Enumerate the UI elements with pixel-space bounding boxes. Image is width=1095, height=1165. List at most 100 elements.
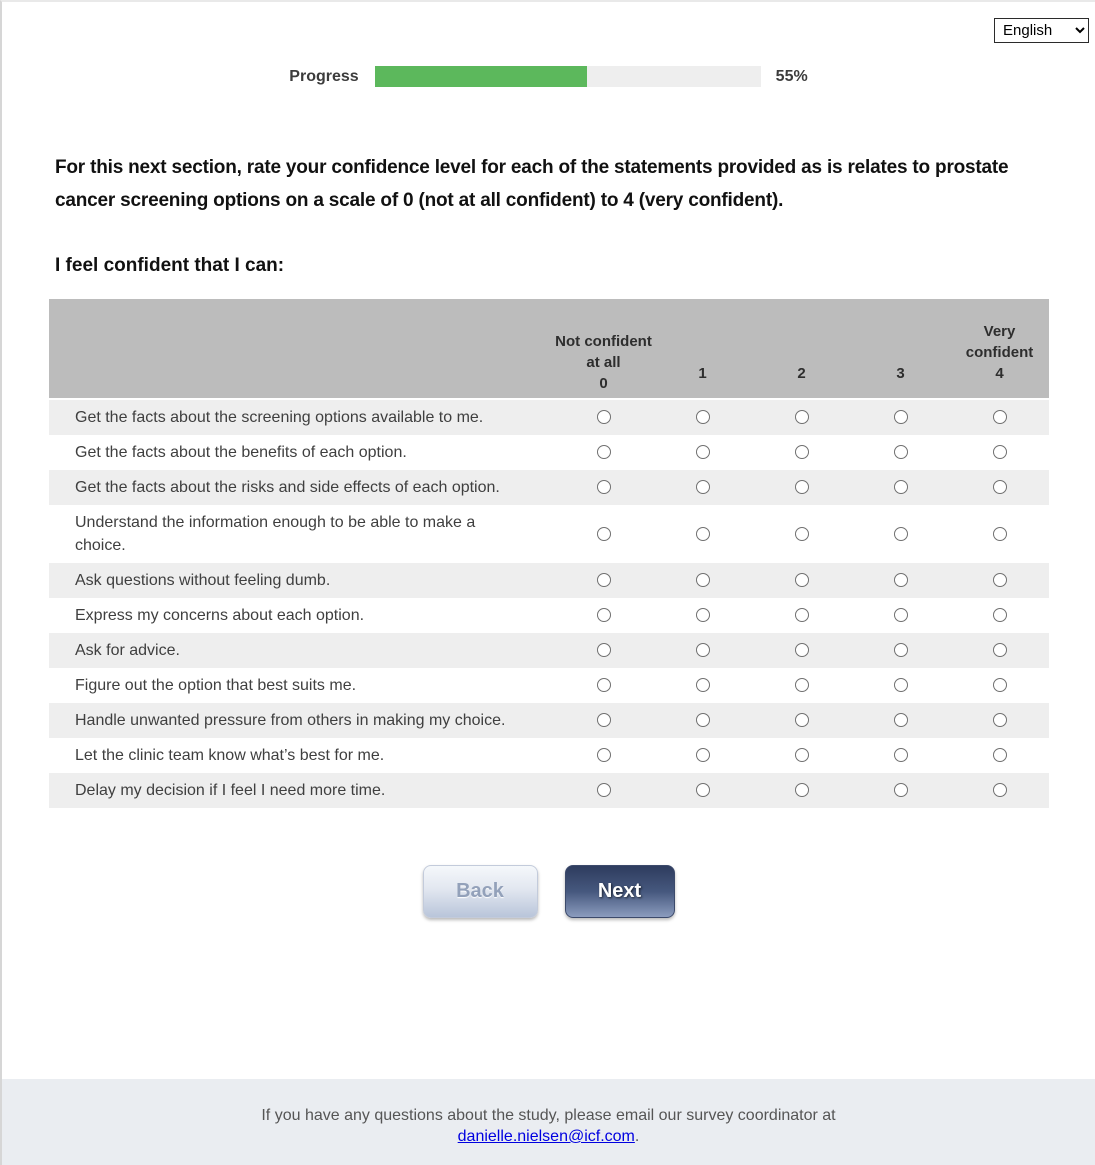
footer: If you have any questions about the stud…: [2, 1079, 1095, 1165]
language-select[interactable]: English: [994, 18, 1089, 43]
option-cell: [950, 563, 1049, 598]
radio-option-4[interactable]: [992, 678, 1007, 693]
coordinator-email-link[interactable]: danielle.nielsen@icf.com: [457, 1128, 635, 1145]
matrix-column-header: Very confident 4: [950, 299, 1049, 400]
statement-row: Figure out the option that best suits me…: [49, 668, 1049, 703]
radio-option-4[interactable]: [992, 410, 1007, 425]
radio-option-3[interactable]: [893, 573, 908, 588]
radio-option-1[interactable]: [695, 480, 710, 495]
radio-option-1[interactable]: [695, 445, 710, 460]
option-cell: [554, 633, 653, 668]
radio-option-4[interactable]: [992, 783, 1007, 798]
radio-option-0[interactable]: [596, 608, 611, 623]
option-cell: [752, 563, 851, 598]
option-cell: [752, 738, 851, 773]
radio-option-0[interactable]: [596, 480, 611, 495]
statement-label: Let the clinic team know what’s best for…: [49, 738, 554, 773]
option-cell: [851, 738, 950, 773]
radio-option-3[interactable]: [893, 445, 908, 460]
radio-option-4[interactable]: [992, 608, 1007, 623]
radio-option-2[interactable]: [794, 748, 809, 763]
radio-option-2[interactable]: [794, 573, 809, 588]
radio-option-3[interactable]: [893, 643, 908, 658]
radio-option-2[interactable]: [794, 480, 809, 495]
radio-option-1[interactable]: [695, 748, 710, 763]
column-header-value: 0: [599, 375, 608, 392]
option-cell: [653, 773, 752, 808]
column-header-value: 3: [896, 365, 905, 382]
radio-option-3[interactable]: [893, 608, 908, 623]
option-cell: [653, 598, 752, 633]
matrix-column-header: 1: [653, 299, 752, 400]
radio-option-1[interactable]: [695, 526, 710, 541]
footer-period: .: [634, 1128, 640, 1145]
radio-option-4[interactable]: [992, 573, 1007, 588]
radio-option-1[interactable]: [695, 608, 710, 623]
radio-option-0[interactable]: [596, 410, 611, 425]
radio-option-4[interactable]: [992, 748, 1007, 763]
radio-option-4[interactable]: [992, 445, 1007, 460]
option-cell: [851, 703, 950, 738]
radio-option-0[interactable]: [596, 713, 611, 728]
radio-option-0[interactable]: [596, 643, 611, 658]
option-cell: [950, 633, 1049, 668]
radio-option-0[interactable]: [596, 573, 611, 588]
back-button[interactable]: Back: [422, 865, 538, 918]
radio-option-4[interactable]: [992, 480, 1007, 495]
radio-option-3[interactable]: [893, 748, 908, 763]
radio-option-0[interactable]: [596, 526, 611, 541]
option-cell: [950, 598, 1049, 633]
option-cell: [851, 598, 950, 633]
next-button[interactable]: Next: [564, 865, 675, 918]
statement-row: Get the facts about the benefits of each…: [49, 435, 1049, 470]
radio-option-1[interactable]: [695, 713, 710, 728]
radio-option-3[interactable]: [893, 526, 908, 541]
radio-option-3[interactable]: [893, 713, 908, 728]
radio-option-0[interactable]: [596, 748, 611, 763]
matrix-corner-cell: [49, 299, 554, 400]
radio-option-4[interactable]: [992, 643, 1007, 658]
radio-option-0[interactable]: [596, 678, 611, 693]
column-header-label: Not confident at all: [555, 333, 652, 371]
option-cell: [851, 435, 950, 470]
radio-option-3[interactable]: [893, 410, 908, 425]
statement-label: Understand the information enough to be …: [49, 505, 554, 563]
radio-option-2[interactable]: [794, 678, 809, 693]
radio-option-1[interactable]: [695, 410, 710, 425]
radio-option-3[interactable]: [893, 783, 908, 798]
radio-option-1[interactable]: [695, 678, 710, 693]
radio-option-2[interactable]: [794, 410, 809, 425]
statement-label: Get the facts about the risks and side e…: [49, 470, 554, 505]
statement-label: Handle unwanted pressure from others in …: [49, 703, 554, 738]
radio-option-2[interactable]: [794, 608, 809, 623]
radio-option-0[interactable]: [596, 445, 611, 460]
radio-option-2[interactable]: [794, 783, 809, 798]
progress-percent: 55%: [775, 67, 808, 85]
footer-text: If you have any questions about the stud…: [261, 1107, 836, 1124]
radio-option-2[interactable]: [794, 643, 809, 658]
option-cell: [653, 435, 752, 470]
statement-label: Ask for advice.: [49, 633, 554, 668]
radio-option-2[interactable]: [794, 713, 809, 728]
option-cell: [851, 505, 950, 563]
option-cell: [752, 773, 851, 808]
radio-option-2[interactable]: [794, 445, 809, 460]
option-cell: [554, 563, 653, 598]
radio-option-2[interactable]: [794, 526, 809, 541]
statement-row: Handle unwanted pressure from others in …: [49, 703, 1049, 738]
progress-bar-row: Progress 55%: [2, 66, 1095, 87]
option-cell: [851, 668, 950, 703]
radio-option-0[interactable]: [596, 783, 611, 798]
section-instructions: For this next section, rate your confide…: [55, 157, 1009, 211]
radio-option-1[interactable]: [695, 783, 710, 798]
radio-option-3[interactable]: [893, 678, 908, 693]
radio-option-4[interactable]: [992, 713, 1007, 728]
option-cell: [950, 505, 1049, 563]
progress-fill: [374, 66, 587, 87]
radio-option-1[interactable]: [695, 643, 710, 658]
radio-option-1[interactable]: [695, 573, 710, 588]
option-cell: [752, 633, 851, 668]
radio-option-4[interactable]: [992, 526, 1007, 541]
progress-label: Progress: [289, 67, 359, 85]
radio-option-3[interactable]: [893, 480, 908, 495]
